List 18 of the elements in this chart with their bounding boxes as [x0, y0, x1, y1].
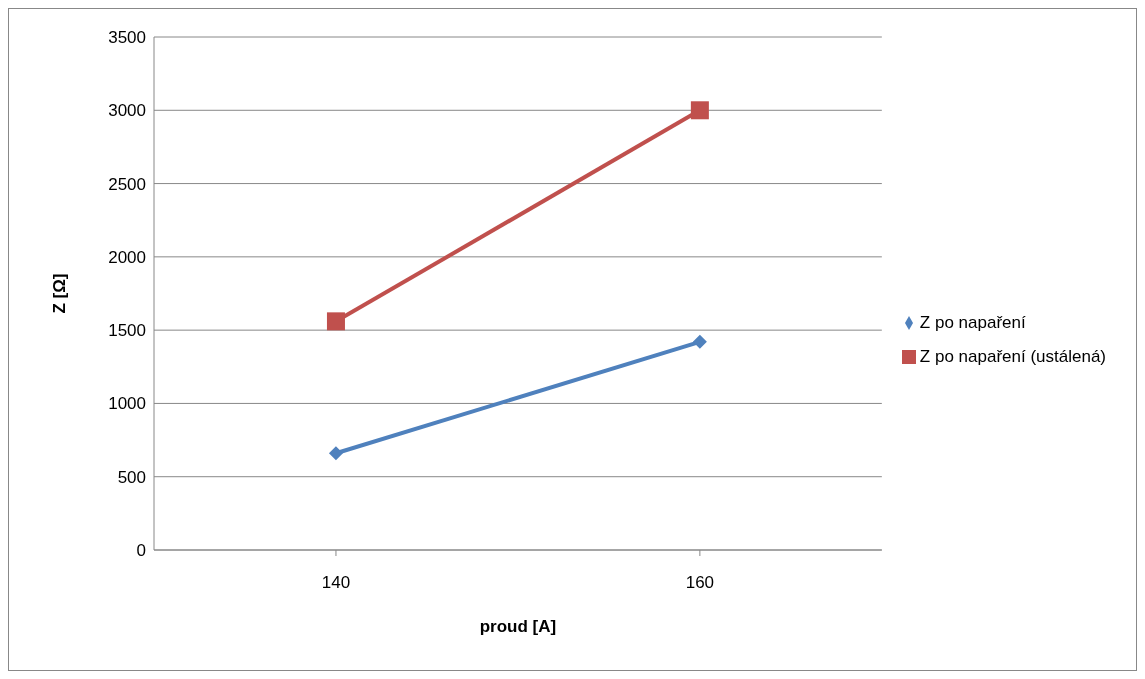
point: [692, 334, 707, 349]
point: [326, 312, 345, 331]
point: [690, 101, 709, 120]
y-tick-label: 3500: [108, 28, 146, 48]
point: [328, 446, 343, 461]
y-tick-label: 2000: [108, 247, 146, 267]
y-tick-label: 3000: [108, 101, 146, 121]
y-tick-label: 1500: [108, 321, 146, 341]
y-tick-label: 0: [136, 541, 146, 561]
x-tick-label: 140: [321, 573, 351, 593]
legend-label: Z po napaření (ustálená): [919, 346, 1106, 366]
x-tick-label: 160: [685, 573, 715, 593]
y-tick-label: 500: [117, 467, 146, 487]
x-axis-title: proud [A]: [479, 617, 557, 636]
y-axis-title: Z [Ω]: [50, 273, 70, 314]
y-tick-label: 1000: [108, 394, 146, 414]
legend-label: Z po napaření: [919, 312, 1026, 332]
y-tick-label: 2500: [108, 174, 146, 194]
